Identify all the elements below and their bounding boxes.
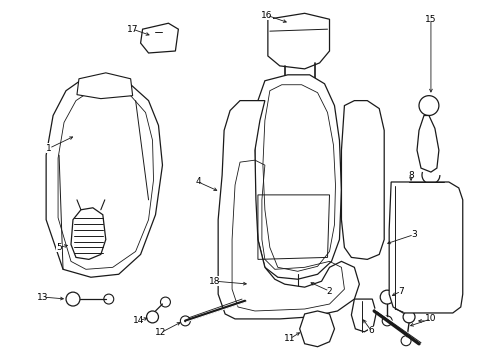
Text: 10: 10	[424, 314, 436, 323]
Text: 9: 9	[423, 316, 429, 325]
Text: 5: 5	[56, 243, 62, 252]
Text: 18: 18	[209, 277, 221, 286]
Text: 11: 11	[284, 334, 295, 343]
Polygon shape	[249, 277, 271, 297]
Polygon shape	[299, 311, 334, 347]
Text: 8: 8	[407, 171, 413, 180]
Polygon shape	[351, 299, 375, 332]
Text: 1: 1	[46, 144, 52, 153]
Text: 2: 2	[326, 287, 332, 296]
Polygon shape	[77, 73, 132, 99]
Text: 7: 7	[397, 287, 403, 296]
Text: 14: 14	[133, 316, 144, 325]
Polygon shape	[267, 13, 329, 69]
Text: 12: 12	[155, 328, 166, 337]
Polygon shape	[388, 182, 462, 313]
Polygon shape	[218, 100, 359, 319]
Text: 17: 17	[126, 25, 138, 34]
Polygon shape	[416, 116, 438, 172]
Polygon shape	[71, 208, 105, 260]
Text: 15: 15	[424, 15, 436, 24]
Text: 16: 16	[261, 11, 272, 20]
Text: 13: 13	[37, 293, 49, 302]
Polygon shape	[46, 76, 162, 277]
Polygon shape	[141, 23, 178, 53]
Text: 4: 4	[195, 177, 201, 186]
Polygon shape	[254, 75, 341, 279]
Text: 6: 6	[367, 326, 373, 335]
Polygon shape	[341, 100, 384, 260]
Text: 3: 3	[410, 230, 416, 239]
